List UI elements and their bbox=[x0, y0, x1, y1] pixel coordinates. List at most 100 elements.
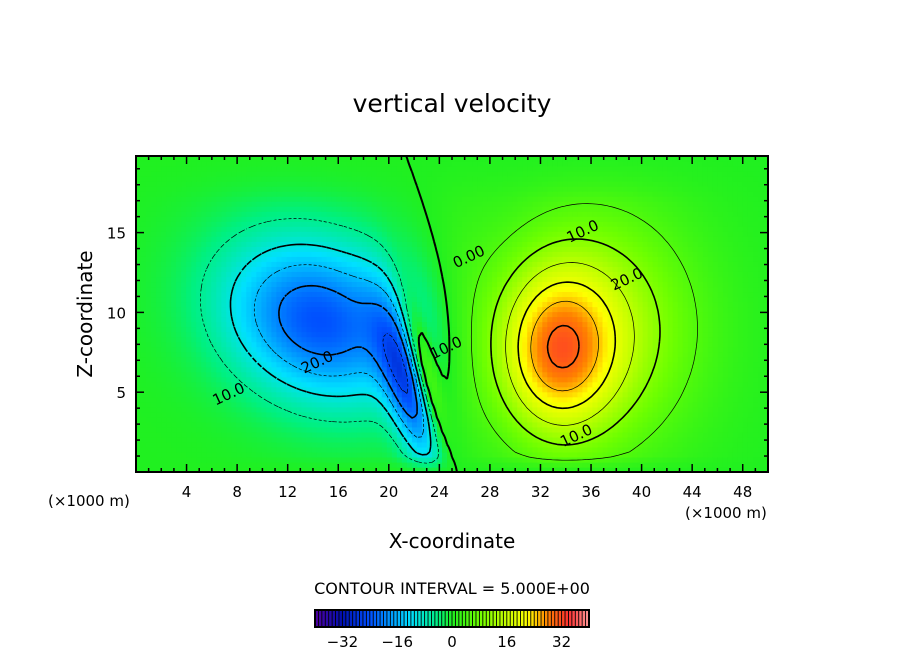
field-cell bbox=[141, 376, 147, 383]
field-cell bbox=[271, 457, 278, 463]
field-cell bbox=[552, 426, 558, 433]
field-cell bbox=[336, 356, 343, 363]
field-cell bbox=[171, 457, 177, 463]
field-cell bbox=[517, 316, 523, 323]
field-cell bbox=[136, 451, 142, 458]
field-cell bbox=[652, 336, 659, 343]
field-cell bbox=[321, 462, 328, 468]
field-cell bbox=[552, 431, 558, 438]
field-cell bbox=[717, 441, 724, 448]
field-cell bbox=[687, 381, 694, 388]
field-cell bbox=[647, 356, 654, 363]
field-cell bbox=[351, 281, 358, 288]
field-cell bbox=[712, 296, 719, 303]
field-cell bbox=[592, 457, 599, 463]
field-cell bbox=[602, 467, 609, 473]
field-cell bbox=[251, 386, 258, 393]
field-cell bbox=[667, 336, 674, 343]
field-cell bbox=[758, 296, 764, 303]
field-cell bbox=[376, 336, 383, 343]
field-cell bbox=[376, 411, 383, 418]
field-cell bbox=[171, 371, 177, 378]
field-cell bbox=[712, 391, 719, 398]
field-cell bbox=[426, 316, 433, 323]
field-cell bbox=[156, 462, 162, 468]
field-cell bbox=[567, 451, 574, 458]
field-cell bbox=[376, 331, 383, 338]
field-cell bbox=[632, 386, 639, 393]
field-cell bbox=[532, 371, 538, 378]
field-cell bbox=[236, 311, 242, 318]
field-cell bbox=[462, 401, 468, 408]
field-cell bbox=[186, 286, 192, 293]
field-cell bbox=[321, 326, 328, 333]
field-cell bbox=[687, 326, 694, 333]
field-cell bbox=[672, 451, 679, 458]
field-cell bbox=[366, 426, 373, 433]
field-cell bbox=[462, 371, 468, 378]
field-cell bbox=[141, 296, 147, 303]
field-cell bbox=[497, 331, 503, 338]
field-cell bbox=[141, 462, 147, 468]
field-cell bbox=[592, 326, 599, 333]
field-cell bbox=[577, 467, 584, 473]
field-cell bbox=[542, 421, 548, 428]
field-cell bbox=[607, 401, 614, 408]
field-cell bbox=[241, 391, 247, 398]
field-cell bbox=[587, 406, 594, 413]
field-cell bbox=[637, 467, 644, 473]
field-cell bbox=[537, 306, 543, 313]
field-cell bbox=[426, 331, 433, 338]
field-cell bbox=[181, 346, 187, 353]
field-cell bbox=[617, 406, 624, 413]
field-cell bbox=[381, 361, 388, 368]
field-cell bbox=[421, 431, 428, 438]
field-cell bbox=[572, 331, 579, 338]
field-cell bbox=[557, 286, 563, 293]
field-cell bbox=[386, 426, 393, 433]
field-cell bbox=[753, 371, 759, 378]
field-cell bbox=[532, 386, 538, 393]
field-cell bbox=[316, 457, 323, 463]
field-cell bbox=[221, 401, 227, 408]
field-cell bbox=[742, 276, 749, 283]
field-cell bbox=[266, 356, 273, 363]
field-cell bbox=[727, 436, 734, 443]
field-cell bbox=[216, 276, 222, 283]
field-cell bbox=[572, 451, 579, 458]
field-cell bbox=[251, 326, 258, 333]
field-cell bbox=[136, 366, 142, 373]
field-cell bbox=[482, 276, 488, 283]
field-cell bbox=[672, 326, 679, 333]
field-cell bbox=[376, 431, 383, 438]
field-cell bbox=[707, 321, 714, 328]
field-cell bbox=[321, 431, 328, 438]
field-cell bbox=[497, 381, 503, 388]
field-cell bbox=[672, 426, 679, 433]
field-cell bbox=[421, 441, 428, 448]
field-cell bbox=[296, 462, 303, 468]
field-cell bbox=[416, 281, 423, 288]
field-cell bbox=[682, 391, 689, 398]
field-cell bbox=[577, 366, 584, 373]
field-cell bbox=[682, 331, 689, 338]
field-cell bbox=[336, 451, 343, 458]
field-cell bbox=[753, 381, 759, 388]
field-cell bbox=[547, 462, 553, 468]
field-cell bbox=[727, 462, 734, 468]
field-cell bbox=[361, 296, 368, 303]
field-cell bbox=[637, 346, 644, 353]
field-cell bbox=[426, 341, 433, 348]
field-cell bbox=[457, 336, 463, 343]
field-cell bbox=[677, 341, 684, 348]
field-cell bbox=[281, 467, 288, 473]
field-cell bbox=[391, 457, 398, 463]
field-cell bbox=[652, 421, 659, 428]
field-cell bbox=[637, 451, 644, 458]
field-cell bbox=[311, 371, 318, 378]
field-cell bbox=[421, 301, 428, 308]
field-cell bbox=[682, 421, 689, 428]
field-cell bbox=[537, 371, 543, 378]
field-cell bbox=[592, 341, 599, 348]
field-cell bbox=[426, 351, 433, 358]
